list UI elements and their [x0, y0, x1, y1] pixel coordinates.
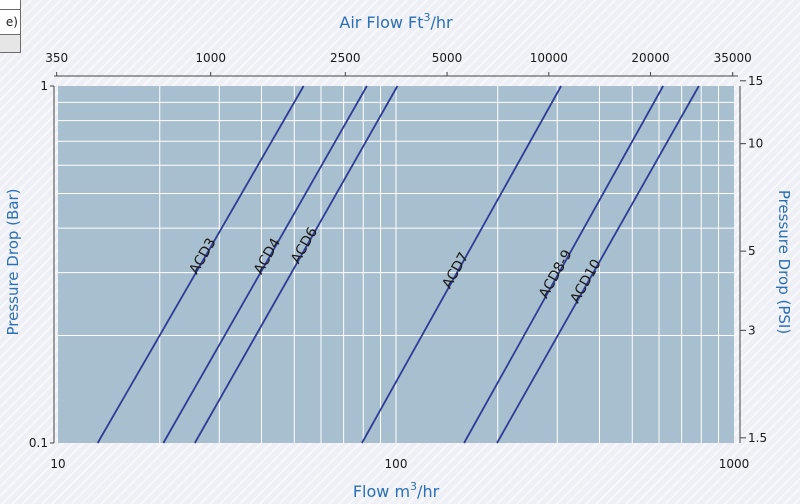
- x2-tick-label: 350: [45, 51, 68, 65]
- y-tick-label: 1: [40, 79, 48, 93]
- x-tick-label: 10: [50, 457, 65, 471]
- x-tick-label: 100: [385, 457, 408, 471]
- left-axis-title: Pressure Drop (Bar): [4, 188, 22, 335]
- bottom-axis-title-base: Flow m: [353, 482, 410, 501]
- table-fragment-row: [0, 35, 20, 52]
- table-fragment-row: [0, 0, 20, 10]
- right-axis-title: Pressure Drop (PSI): [775, 190, 793, 334]
- bottom-axis-title-tail: /hr: [417, 482, 440, 501]
- series-line: [96, 85, 305, 444]
- y2-tick-label: 5: [748, 244, 756, 258]
- x2-tick-label: 10000: [530, 51, 568, 65]
- series-line: [194, 85, 399, 444]
- series-line: [162, 85, 368, 444]
- top-axis-title-tail: /hr: [431, 13, 454, 32]
- bottom-axis-title: Flow m3/hr: [353, 480, 440, 501]
- grid: [58, 86, 734, 443]
- x2-tick-label: 1000: [195, 51, 226, 65]
- y2-tick-label: 3: [748, 323, 756, 337]
- x2-tick-label: 5000: [432, 51, 463, 65]
- y2-tick-label: 10: [748, 137, 763, 151]
- x-tick-label: 1000: [719, 457, 750, 471]
- series-line: [496, 85, 700, 444]
- top-axis-title-sup: 3: [424, 11, 431, 24]
- x2-tick-label: 35000: [714, 51, 752, 65]
- top-axis-title-base: Air Flow Ft: [339, 13, 423, 32]
- table-fragment-cell: e): [0, 10, 20, 35]
- y2-tick-label: 1.5: [748, 431, 767, 445]
- y2-tick-label: 15: [748, 74, 763, 88]
- x2-tick-label: 2500: [330, 51, 361, 65]
- bottom-axis-title-sup: 3: [410, 480, 417, 493]
- x2-tick-label: 20000: [631, 51, 669, 65]
- series-line: [361, 85, 562, 444]
- series-line: [463, 85, 664, 444]
- top-axis-title: Air Flow Ft3/hr: [339, 11, 453, 32]
- table-fragment: e): [0, 0, 21, 53]
- y-tick-label: 0.1: [29, 436, 48, 450]
